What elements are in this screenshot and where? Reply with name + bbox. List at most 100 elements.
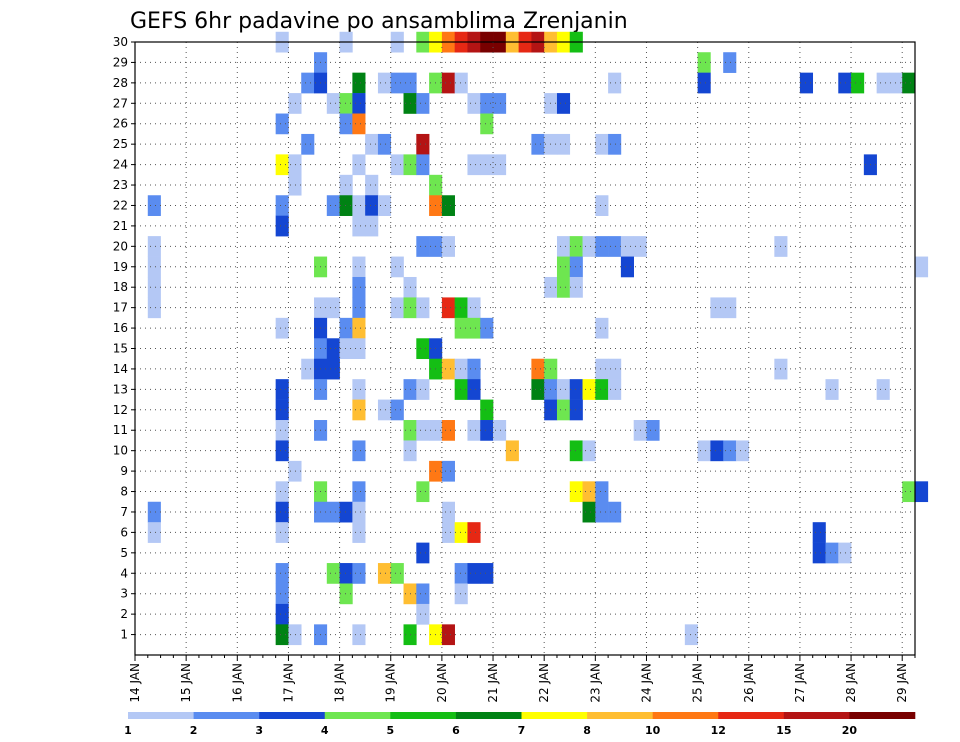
legend-label: 3 [255, 724, 263, 737]
cell [735, 440, 750, 462]
cell [416, 236, 430, 257]
cell [416, 481, 430, 503]
cell [467, 297, 481, 319]
cell [556, 93, 571, 114]
cell [493, 420, 507, 441]
legend-label: 2 [190, 724, 198, 737]
cell [275, 379, 289, 400]
cell [275, 501, 289, 523]
y-tick-label: 28 [113, 76, 128, 90]
cell [377, 133, 392, 155]
x-tick-label: 26 JAN [742, 663, 756, 703]
cell [851, 72, 865, 94]
cell [441, 624, 455, 646]
cell [288, 174, 302, 196]
x-tick-label: 20 JAN [435, 663, 449, 703]
cell [352, 522, 366, 543]
cell [326, 338, 340, 360]
cell [147, 256, 161, 278]
cell [595, 317, 609, 339]
cell [275, 624, 289, 646]
cell [339, 113, 353, 135]
cell [454, 317, 468, 339]
y-tick-label: 4 [120, 566, 128, 580]
legend-label: 20 [842, 724, 858, 737]
cell [339, 338, 353, 360]
cell [352, 338, 366, 360]
y-tick-label: 11 [113, 423, 128, 437]
y-tick-label: 19 [113, 260, 128, 274]
cell [454, 379, 468, 400]
cell [352, 440, 366, 462]
legend-label: 7 [518, 724, 526, 737]
y-tick-label: 16 [113, 321, 128, 335]
cell [441, 460, 455, 482]
cell [301, 72, 315, 94]
y-tick-label: 10 [113, 444, 128, 458]
cell [147, 522, 161, 543]
cell [147, 195, 161, 216]
cell [275, 195, 289, 216]
cell [326, 93, 340, 114]
cell [416, 420, 430, 441]
legend-swatch [259, 712, 326, 719]
cells-layer [147, 31, 929, 646]
cell [352, 563, 366, 584]
cell [710, 440, 724, 462]
cell [454, 583, 468, 605]
cell [275, 583, 289, 605]
y-tick-label: 24 [113, 158, 128, 172]
legend-label: 10 [645, 724, 661, 737]
cell [339, 174, 353, 196]
cell [799, 72, 814, 94]
cell [275, 215, 289, 237]
y-tick-label: 22 [113, 198, 128, 212]
legend-label: 6 [452, 724, 460, 737]
x-tick-label: 14 JAN [128, 663, 142, 703]
cell [620, 256, 634, 278]
grid-layer [135, 42, 915, 655]
legend-label: 4 [321, 724, 329, 737]
y-tick-label: 30 [113, 35, 128, 49]
cell [416, 338, 430, 360]
cell [416, 93, 430, 114]
legend-swatch [390, 712, 457, 719]
legend-swatch [455, 712, 522, 719]
cell [838, 542, 852, 564]
cell [825, 379, 839, 400]
cell [441, 236, 455, 257]
y-tick-label: 26 [113, 117, 128, 131]
cell [339, 317, 353, 339]
cell [608, 133, 622, 155]
cell [352, 93, 366, 114]
legend-swatch [193, 712, 260, 719]
legend-swatch [587, 712, 653, 719]
cell [339, 583, 353, 605]
cell [288, 93, 302, 114]
cell [505, 440, 519, 462]
legend-label: 8 [583, 724, 591, 737]
x-tick-label: 24 JAN [639, 663, 653, 703]
y-tick-label: 5 [120, 546, 128, 560]
cell [595, 379, 609, 400]
cell [416, 133, 430, 155]
y-tick-label: 1 [120, 628, 128, 642]
cell [326, 563, 340, 584]
cell [390, 256, 404, 278]
cell [531, 379, 545, 400]
legend: 1 2 3 4 5 6 7 8 10 12 15 20 [124, 712, 916, 737]
x-tick-label: 21 JAN [486, 663, 500, 703]
y-tick-label: 27 [113, 96, 128, 110]
cell [608, 501, 622, 523]
cell [467, 93, 481, 114]
cell [595, 133, 609, 155]
cell [902, 72, 916, 94]
cell [582, 236, 596, 257]
legend-swatch [521, 712, 588, 719]
cell [454, 297, 468, 319]
cell [416, 542, 430, 564]
y-axis: 1234567891011121314151617181920212223242… [113, 35, 135, 642]
y-tick-label: 29 [113, 55, 128, 69]
cell [876, 379, 890, 400]
cell [697, 440, 711, 462]
